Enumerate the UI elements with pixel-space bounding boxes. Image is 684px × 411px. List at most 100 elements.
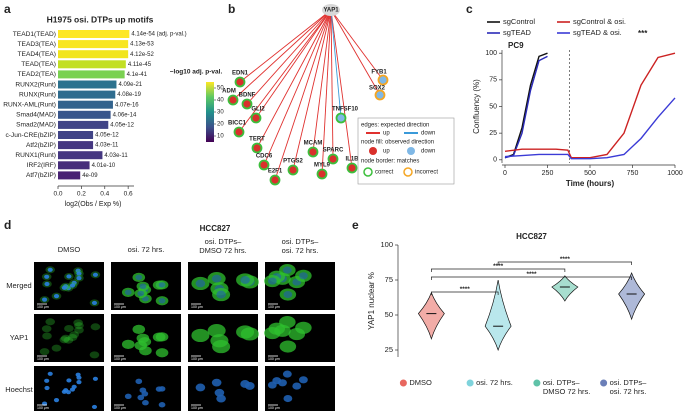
cell-nucleus — [195, 383, 206, 392]
category-label: RUNX(Runt) — [19, 91, 56, 98]
violin — [551, 275, 579, 302]
x-tick-label: 0.6 — [124, 191, 133, 198]
category-label: Atf2(bZIP) — [26, 142, 56, 149]
node-label: GLI2 — [251, 107, 265, 113]
bar-annotation: 4.09e-21 — [118, 82, 142, 88]
hub-node — [322, 4, 340, 16]
y-tick-label: 50 — [489, 103, 497, 110]
y-tick-label: 75 — [489, 77, 497, 84]
edge — [232, 9, 332, 101]
cell-yap1 — [63, 336, 74, 344]
y-axis-label: Confluency (%) — [472, 79, 481, 134]
cell-nucleus — [66, 378, 72, 383]
edge — [292, 9, 332, 171]
node-label: CDC6 — [256, 154, 273, 160]
node-label: MYL9 — [314, 163, 331, 169]
x-tick-label: 0.4 — [100, 191, 109, 198]
legend-heading: edges: expected direction — [361, 123, 429, 129]
node-label: MCAM — [304, 141, 323, 147]
edge — [330, 9, 384, 81]
node — [316, 168, 328, 180]
significance-label: **** — [493, 263, 504, 270]
category-label: TEAD1(TEAD) — [13, 31, 56, 38]
edge — [256, 9, 332, 149]
x-tick-label: 250 — [542, 170, 554, 177]
cell-yap1 — [155, 348, 169, 358]
cell-nucleus — [91, 404, 98, 409]
bar — [58, 100, 113, 109]
category-label: Atf7(bZIP) — [26, 172, 56, 179]
y-tick-label: 0 — [493, 157, 497, 164]
cell-nucleus — [53, 398, 60, 403]
cell-nucleus — [69, 387, 76, 392]
y-tick-label: 50 — [385, 310, 393, 319]
category-label: TEAD3(TEA) — [18, 41, 56, 48]
panel-label: e — [352, 218, 359, 232]
node — [233, 126, 245, 138]
legend-label: sgTEAD — [503, 28, 532, 37]
bar — [58, 50, 129, 59]
legend-border-correct — [363, 167, 373, 177]
x-tick-label: 0 — [503, 170, 507, 177]
cell-nucleus — [139, 283, 147, 289]
cell-nucleus — [211, 378, 222, 387]
x-tick-label: 1000 — [667, 170, 683, 177]
node-label: TNFSF10 — [332, 107, 359, 113]
legend-text: up — [383, 149, 390, 155]
bar-annotation: 4.03e-11 — [95, 143, 119, 149]
cell-yap1 — [69, 331, 79, 339]
violin — [417, 291, 445, 340]
cell-nucleus — [69, 283, 76, 288]
node-label: PTGS2 — [283, 159, 303, 165]
bar — [58, 60, 126, 69]
cell-nucleus — [267, 277, 277, 285]
colorbar-label: −log10 adj. p-val. — [170, 69, 223, 76]
cell-yap1 — [155, 332, 169, 342]
bar — [58, 80, 117, 89]
cell-nucleus — [44, 385, 50, 391]
row-label: YAP1 — [10, 333, 29, 342]
bar — [58, 120, 109, 129]
legend-dot — [399, 379, 407, 387]
node — [258, 159, 270, 171]
cell-yap1 — [60, 334, 71, 342]
bar-annotation: 4.06e-14 — [113, 112, 137, 118]
bar — [58, 141, 94, 150]
cell-nucleus — [137, 394, 145, 401]
node — [327, 153, 339, 165]
cell-nucleus — [214, 388, 225, 397]
node-label: SPARC — [323, 148, 344, 154]
node-label: IL1B — [345, 157, 359, 163]
colorbar-tick-label: 30 — [217, 110, 224, 116]
chart-title: H1975 osi. DTPs up motifs — [47, 14, 154, 24]
edge — [330, 9, 334, 160]
edge — [246, 9, 332, 105]
chart-title: HCC827 — [516, 232, 547, 241]
cell-nucleus — [76, 271, 82, 276]
cell-nucleus — [135, 274, 143, 281]
cell-yap1 — [74, 322, 84, 330]
column-label: osi. 72 hrs. — [282, 246, 319, 255]
bar — [58, 90, 116, 99]
cell-nucleus — [91, 300, 98, 305]
cell-yap1 — [64, 324, 74, 332]
cell-nucleus — [283, 290, 293, 299]
significance-bracket — [431, 291, 499, 295]
node — [269, 174, 281, 186]
cell-yap1 — [212, 339, 231, 354]
cell-nucleus — [92, 376, 98, 381]
node — [234, 76, 246, 88]
cell-nucleus — [142, 399, 149, 406]
x-tick-label: 0.2 — [77, 191, 86, 198]
cell-nucleus — [211, 274, 222, 283]
series-line — [504, 97, 676, 160]
cell-nucleus — [158, 402, 166, 408]
node — [374, 89, 386, 101]
y-tick-label: 100 — [485, 50, 497, 57]
significance-label: **** — [560, 256, 571, 263]
category-label: TEAD2(TEA) — [18, 71, 56, 78]
cell-nucleus — [47, 267, 53, 272]
x-tick-label: 500 — [584, 170, 596, 177]
micrograph-title: HCC827 — [200, 224, 231, 233]
